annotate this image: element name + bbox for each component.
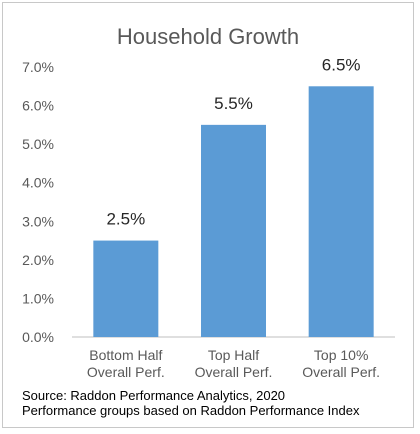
chart-title: Household Growth (117, 24, 299, 49)
data-labels-group: 2.5% 5.5% 6.5% (106, 55, 360, 228)
category-label: Overall Perf. (195, 364, 273, 380)
y-tick-label: 5.0% (22, 136, 54, 152)
y-tick-label: 7.0% (22, 59, 54, 75)
chart-footer: Source: Raddon Performance Analytics, 20… (22, 388, 359, 418)
category-label: Top 10% (314, 347, 368, 363)
bars-group (93, 86, 374, 338)
y-tick-label: 1.0% (22, 290, 54, 306)
category-label: Overall Perf. (87, 364, 165, 380)
bar (201, 124, 266, 337)
category-label: Overall Perf. (302, 364, 380, 380)
source-note: Source: Raddon Performance Analytics, 20… (22, 388, 286, 403)
category-label: Bottom Half (89, 347, 162, 363)
y-tick-label: 4.0% (22, 175, 54, 191)
data-label: 6.5% (322, 55, 361, 74)
y-tick-label: 2.0% (22, 252, 54, 268)
bar (93, 240, 159, 337)
y-tick-label: 0.0% (22, 329, 54, 345)
data-label: 5.5% (214, 94, 253, 113)
y-tick-label: 6.0% (22, 98, 54, 114)
bar (308, 86, 374, 338)
category-label: Top Half (208, 347, 259, 363)
y-tick-label: 3.0% (22, 213, 54, 229)
y-axis: 0.0% 1.0% 2.0% 3.0% 4.0% 5.0% 6.0% 7.0% (22, 59, 54, 345)
performance-note: Performance groups based on Raddon Perfo… (22, 403, 360, 418)
data-label: 2.5% (106, 210, 145, 229)
